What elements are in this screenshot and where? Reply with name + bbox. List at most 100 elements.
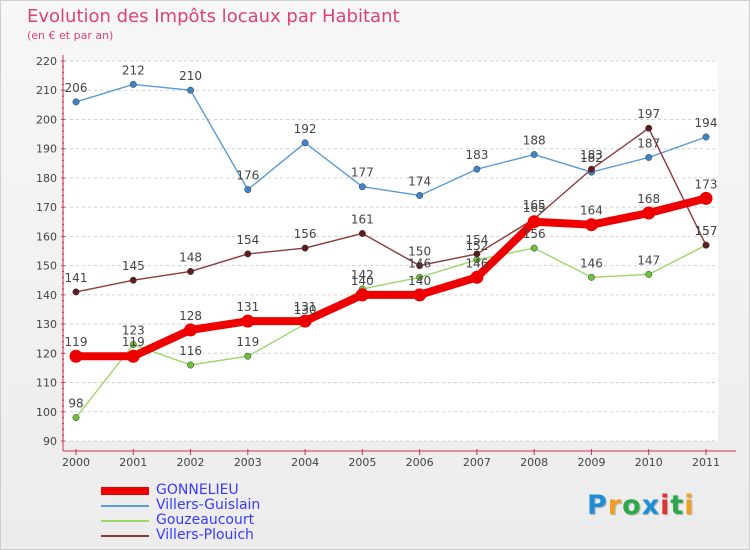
data-label: 152 <box>465 239 488 253</box>
data-point <box>69 349 83 363</box>
data-label: 177 <box>351 166 374 180</box>
data-label: 131 <box>294 300 317 314</box>
data-point <box>301 139 309 147</box>
data-label: 212 <box>122 63 145 77</box>
x-tick-label: 2007 <box>463 456 491 469</box>
legend-label: Villers-Plouich <box>156 527 254 543</box>
x-tick-label: 2006 <box>406 456 434 469</box>
data-point <box>187 86 194 94</box>
data-point <box>244 250 252 258</box>
data-label: 156 <box>523 227 546 241</box>
legend-label: GONNELIEU <box>156 482 239 498</box>
x-tick-label: 2004 <box>291 456 319 469</box>
y-tick-label: 130 <box>36 318 57 331</box>
data-point <box>355 288 369 302</box>
data-label: 142 <box>351 268 374 282</box>
data-point <box>187 361 194 369</box>
data-label: 161 <box>351 212 374 226</box>
x-tick-label: 2010 <box>635 456 663 469</box>
data-point <box>187 268 194 275</box>
data-label: 187 <box>637 136 660 150</box>
y-tick-label: 110 <box>36 377 57 390</box>
data-point <box>72 288 80 296</box>
data-point <box>72 98 80 106</box>
data-point <box>298 314 312 328</box>
x-tick-label: 2001 <box>119 456 147 469</box>
data-label: 154 <box>465 233 488 247</box>
data-point <box>588 273 595 281</box>
series-line <box>75 127 707 293</box>
data-label: 192 <box>294 122 317 136</box>
data-label: 148 <box>179 250 202 264</box>
plot-area <box>64 61 718 441</box>
data-label: 194 <box>695 116 718 130</box>
data-point <box>301 244 309 252</box>
data-point <box>129 276 137 284</box>
data-point <box>358 230 366 237</box>
data-label: 174 <box>408 174 431 188</box>
data-label: 131 <box>236 300 259 314</box>
data-label: 123 <box>122 324 145 338</box>
chart-subtitle: (en € et par an) <box>27 29 114 42</box>
data-label: 119 <box>236 335 259 349</box>
y-tick-label: 190 <box>36 143 57 156</box>
y-tick-label: 200 <box>36 113 57 126</box>
legend-swatch <box>101 535 149 537</box>
series-line <box>72 194 710 361</box>
proxiti-logo: Proxiti <box>587 490 695 521</box>
data-label: 176 <box>236 169 259 183</box>
data-label: 165 <box>523 198 546 212</box>
data-label: 119 <box>122 335 145 349</box>
data-point <box>129 341 137 348</box>
data-point <box>126 349 140 363</box>
legend-swatch <box>101 487 149 495</box>
data-label: 140 <box>408 274 431 288</box>
y-tick-label: 140 <box>36 289 57 302</box>
data-label: 150 <box>408 245 431 259</box>
data-label: 165 <box>523 201 546 215</box>
x-tick-label: 2005 <box>348 456 376 469</box>
data-label: 210 <box>179 69 202 83</box>
y-tick-label: 100 <box>36 406 57 419</box>
y-tick-label: 120 <box>36 347 57 360</box>
data-point <box>241 314 255 328</box>
legend-swatch <box>101 520 149 522</box>
data-point <box>244 352 252 360</box>
x-tick-label: 2008 <box>520 456 548 469</box>
x-tick-label: 2000 <box>62 456 90 469</box>
data-point <box>473 165 481 173</box>
data-label: 183 <box>465 148 488 162</box>
y-tick-label: 160 <box>36 230 57 243</box>
series-line <box>75 244 707 419</box>
data-point <box>416 273 424 281</box>
data-label: 146 <box>408 256 431 270</box>
y-tick-label: 150 <box>36 260 57 273</box>
legend-swatch <box>101 505 149 507</box>
data-label: 145 <box>122 259 145 273</box>
data-point <box>588 165 595 173</box>
data-point <box>645 124 653 132</box>
data-label: 157 <box>695 224 718 238</box>
data-point <box>699 191 713 205</box>
chart-title: Evolution des Impôts locaux par Habitant <box>27 6 400 27</box>
y-tick-label: 170 <box>36 201 57 214</box>
y-tick-label: 90 <box>43 435 57 448</box>
data-label: 98 <box>68 397 83 411</box>
data-point <box>413 288 427 302</box>
data-label: 146 <box>580 256 603 270</box>
data-label: 146 <box>465 256 488 270</box>
data-point <box>530 244 538 252</box>
data-label: 157 <box>695 224 718 238</box>
data-label: 147 <box>637 253 660 267</box>
data-point <box>584 218 598 232</box>
data-label: 128 <box>179 309 202 323</box>
data-point <box>358 183 366 191</box>
data-label: 168 <box>637 192 660 206</box>
data-point <box>702 241 710 249</box>
data-point <box>244 186 252 194</box>
data-label: 140 <box>351 274 374 288</box>
y-tick-label: 220 <box>36 55 57 68</box>
data-point <box>642 206 656 220</box>
